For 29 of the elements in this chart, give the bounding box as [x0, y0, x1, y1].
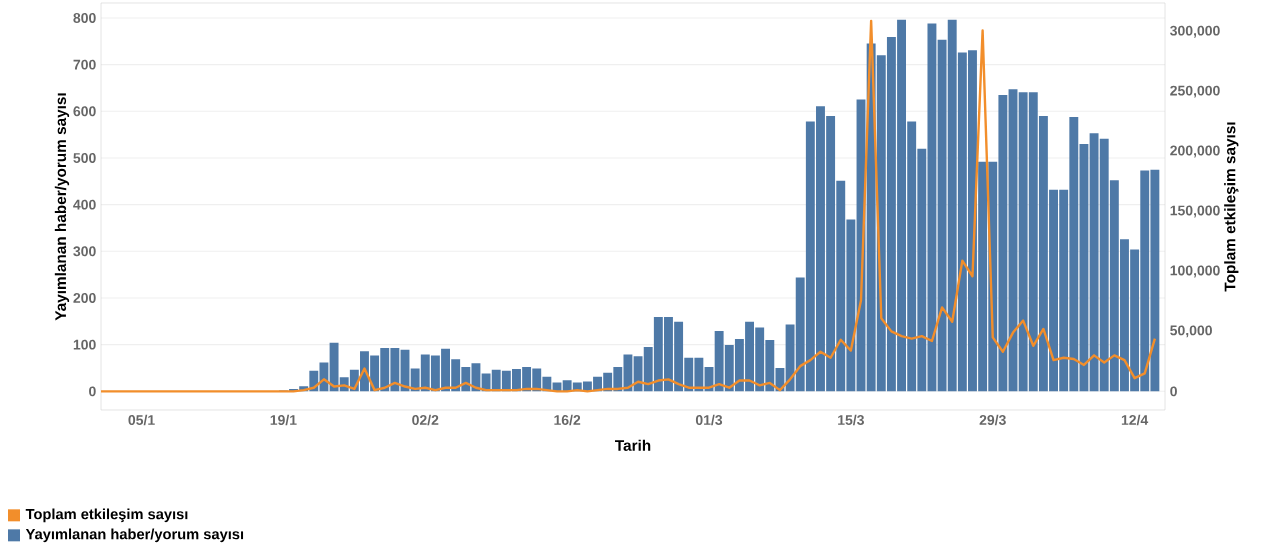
x-tick-label: 02/2	[412, 414, 439, 426]
y-tick-label: 400	[73, 199, 96, 210]
x-axis-title: Tarih	[615, 439, 651, 451]
y2-tick-label: 50,000	[1170, 325, 1212, 338]
y-tick-label: 100	[73, 339, 96, 350]
x-tick-label: 05/1	[128, 414, 155, 426]
y2-axis-title: Toplam etkileşim sayısı	[1224, 122, 1239, 292]
y2-tick-label: 100,000	[1170, 265, 1220, 278]
y-tick-label: 200	[73, 293, 96, 303]
y-tick-label: 300	[73, 246, 96, 257]
y-tick-label: 600	[73, 106, 96, 117]
x-tick-label: 01/3	[695, 414, 723, 426]
x-tick-label: 19/1	[270, 414, 297, 426]
legend-label: Yayımlanan haber/yorum sayısı	[25, 528, 244, 543]
y2-tick-label: 150,000	[1170, 205, 1220, 218]
y-tick-label: 800	[73, 12, 96, 23]
y2-tick-label: 300,000	[1170, 25, 1220, 38]
y2-tick-label: 200,000	[1170, 145, 1220, 158]
y2-tick-label: 250,000	[1170, 85, 1220, 98]
legend-label: Toplam etkileşim sayısı	[25, 508, 188, 523]
x-tick-label: 12/4	[1121, 414, 1149, 426]
x-tick-label: 29/3	[979, 414, 1006, 426]
x-tick-label: 15/3	[838, 414, 864, 426]
y-tick-label: 700	[73, 59, 96, 70]
x-tick-label: 16/2	[554, 414, 581, 426]
y2-tick-label: 0	[1170, 386, 1177, 397]
y-axis-title: Yayımlanan haber/yorum sayısı	[54, 93, 70, 321]
y-tick-label: 0	[89, 386, 96, 397]
y-tick-label: 500	[73, 153, 96, 163]
